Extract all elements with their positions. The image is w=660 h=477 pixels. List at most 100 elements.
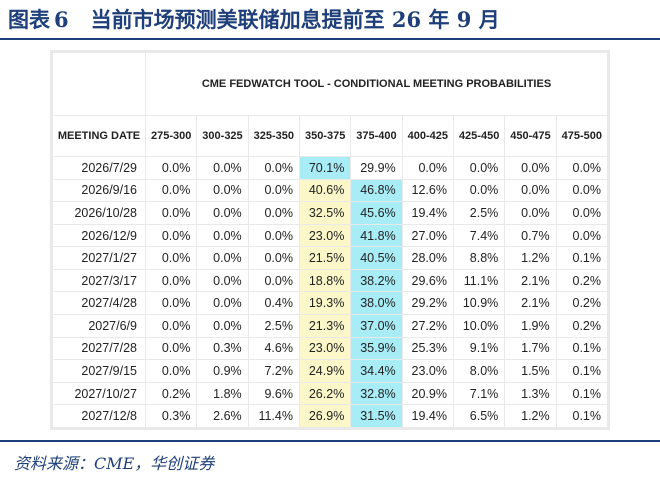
probability-cell: 2.1% bbox=[505, 269, 556, 292]
meeting-date-header: MEETING DATE bbox=[53, 116, 145, 156]
probability-cell: 26.9% bbox=[299, 405, 351, 427]
probability-cell: 21.3% bbox=[299, 315, 351, 337]
figure-number: 6 bbox=[54, 7, 69, 32]
probability-cell: 19.3% bbox=[299, 292, 351, 315]
probability-cell: 19.4% bbox=[402, 202, 453, 224]
probability-cell: 0.0% bbox=[197, 179, 248, 202]
table-tool-title: CME FEDWATCH TOOL - CONDITIONAL MEETING … bbox=[146, 53, 607, 115]
probability-cell: 27.0% bbox=[402, 224, 453, 247]
probability-cell: 0.0% bbox=[146, 157, 197, 179]
probability-cell: 29.6% bbox=[402, 269, 453, 292]
probability-cell: 23.0% bbox=[402, 360, 453, 382]
probability-cell: 2.5% bbox=[248, 315, 299, 337]
table-column-header-row: MEETING DATE 275-300 300-325 325-350 350-37… bbox=[53, 116, 607, 156]
probability-cell: 7.4% bbox=[453, 224, 505, 247]
probability-cell: 0.0% bbox=[146, 360, 197, 382]
probability-cell: 46.8% bbox=[351, 179, 402, 202]
table-row: 2026/9/16 0.0% 0.0% 0.0% 40.6% 46.8% 12.6% 0.0%… bbox=[53, 179, 607, 202]
probability-cell: 0.2% bbox=[556, 269, 607, 292]
table-row: 2027/4/28 0.0% 0.0% 0.4% 19.3% 38.0% 29.2% 10.9… bbox=[53, 292, 607, 315]
probability-cell: 70.1% bbox=[299, 157, 351, 179]
meeting-date-cell: 2027/9/15 bbox=[53, 360, 145, 382]
probability-cell: 1.2% bbox=[505, 247, 556, 269]
probability-cell: 7.2% bbox=[248, 360, 299, 382]
probability-cell: 0.1% bbox=[556, 337, 607, 360]
probability-cell: 2.5% bbox=[453, 202, 505, 224]
meeting-date-cell: 2026/7/29 bbox=[53, 157, 145, 179]
source-footer: 资料来源：CME，华创证券 bbox=[0, 440, 660, 477]
probability-cell: 7.1% bbox=[453, 382, 505, 405]
probability-cell: 0.2% bbox=[556, 315, 607, 337]
probability-cell: 0.3% bbox=[197, 337, 248, 360]
probability-cell: 27.2% bbox=[402, 315, 453, 337]
table-row: 2027/6/9 0.0% 0.0% 2.5% 21.3% 37.0% 27.2% 10.0%… bbox=[53, 315, 607, 337]
rate-range-header: 450-475 bbox=[505, 116, 556, 156]
probability-cell: 29.2% bbox=[402, 292, 453, 315]
table-row: 2027/12/8 0.3% 2.6% 11.4% 26.9% 31.5% 19.4% 6.5… bbox=[53, 405, 607, 427]
probability-cell: 8.0% bbox=[453, 360, 505, 382]
probability-cell: 12.6% bbox=[402, 179, 453, 202]
probability-cell: 11.4% bbox=[248, 405, 299, 427]
meeting-date-cell: 2027/3/17 bbox=[53, 269, 145, 292]
probability-cell: 1.8% bbox=[197, 382, 248, 405]
probability-cell: 0.0% bbox=[453, 157, 505, 179]
probability-cell: 45.6% bbox=[351, 202, 402, 224]
probability-cell: 0.0% bbox=[197, 224, 248, 247]
probability-cell: 0.1% bbox=[556, 405, 607, 427]
probability-cell: 0.0% bbox=[197, 292, 248, 315]
probability-cell: 34.4% bbox=[351, 360, 402, 382]
probability-cell: 2.1% bbox=[505, 292, 556, 315]
probability-cell: 29.9% bbox=[351, 157, 402, 179]
table-tool-title-row: CME FEDWATCH TOOL - CONDITIONAL MEETING … bbox=[53, 53, 607, 115]
probability-cell: 0.7% bbox=[505, 224, 556, 247]
probability-cell: 6.5% bbox=[453, 405, 505, 427]
table-row: 2026/7/29 0.0% 0.0% 0.0% 70.1% 29.9% 0.0% 0.0% 0… bbox=[53, 157, 607, 179]
table-row: 2026/10/28 0.0% 0.0% 0.0% 32.5% 45.6% 19.4% 2.5… bbox=[53, 202, 607, 224]
rate-range-header: 350-375 bbox=[299, 116, 351, 156]
probability-cell: 0.0% bbox=[248, 269, 299, 292]
meeting-date-cell: 2027/4/28 bbox=[53, 292, 145, 315]
probability-cell: 23.0% bbox=[299, 224, 351, 247]
figure-title: 图表 6 当前市场预测美联储加息提前至 26 年 9 月 bbox=[8, 4, 500, 36]
probability-cell: 9.1% bbox=[453, 337, 505, 360]
probability-cell: 21.5% bbox=[299, 247, 351, 269]
probability-cell: 0.1% bbox=[556, 247, 607, 269]
rate-range-header: 275-300 bbox=[146, 116, 197, 156]
rate-range-header: 425-450 bbox=[453, 116, 505, 156]
probability-cell: 10.0% bbox=[453, 315, 505, 337]
meeting-date-cell: 2027/1/27 bbox=[53, 247, 145, 269]
rate-range-header: 475-500 bbox=[556, 116, 607, 156]
figure-header: 图表 6 当前市场预测美联储加息提前至 26 年 9 月 bbox=[0, 0, 660, 40]
probability-cell: 10.9% bbox=[453, 292, 505, 315]
probability-cell: 37.0% bbox=[351, 315, 402, 337]
probability-cell: 0.0% bbox=[556, 157, 607, 179]
probability-cell: 0.0% bbox=[146, 269, 197, 292]
table-row: 2027/7/28 0.0% 0.3% 4.6% 23.0% 35.9% 25.3% 9.1%… bbox=[53, 337, 607, 360]
probability-cell: 40.6% bbox=[299, 179, 351, 202]
probability-cell: 1.3% bbox=[505, 382, 556, 405]
probability-cell: 0.0% bbox=[505, 202, 556, 224]
probability-cell: 0.0% bbox=[197, 269, 248, 292]
probability-cell: 0.0% bbox=[146, 337, 197, 360]
probability-cell: 1.7% bbox=[505, 337, 556, 360]
meeting-date-cell: 2027/12/8 bbox=[53, 405, 145, 427]
probability-cell: 1.9% bbox=[505, 315, 556, 337]
probability-cell: 38.0% bbox=[351, 292, 402, 315]
probability-cell: 0.0% bbox=[248, 202, 299, 224]
probability-cell: 0.0% bbox=[402, 157, 453, 179]
probability-cell: 0.0% bbox=[505, 157, 556, 179]
probability-cell: 9.6% bbox=[248, 382, 299, 405]
probability-cell: 31.5% bbox=[351, 405, 402, 427]
table-row: 2026/12/9 0.0% 0.0% 0.0% 23.0% 41.8% 27.0% 7.4%… bbox=[53, 224, 607, 247]
probability-cell: 0.0% bbox=[248, 224, 299, 247]
probability-cell: 0.0% bbox=[453, 179, 505, 202]
figure-title-text: 当前市场预测美联储加息提前至 26 年 9 月 bbox=[90, 7, 500, 32]
meeting-date-cell: 2027/10/27 bbox=[53, 382, 145, 405]
probability-cell: 25.3% bbox=[402, 337, 453, 360]
probability-cell: 32.8% bbox=[351, 382, 402, 405]
figure-label: 图表 bbox=[8, 7, 50, 32]
source-note: 资料来源：CME，华创证券 bbox=[14, 454, 215, 473]
fedwatch-table-frame: CME FEDWATCH TOOL - CONDITIONAL MEETING … bbox=[50, 50, 610, 430]
probability-cell: 0.0% bbox=[556, 224, 607, 247]
meeting-date-cell: 2027/6/9 bbox=[53, 315, 145, 337]
